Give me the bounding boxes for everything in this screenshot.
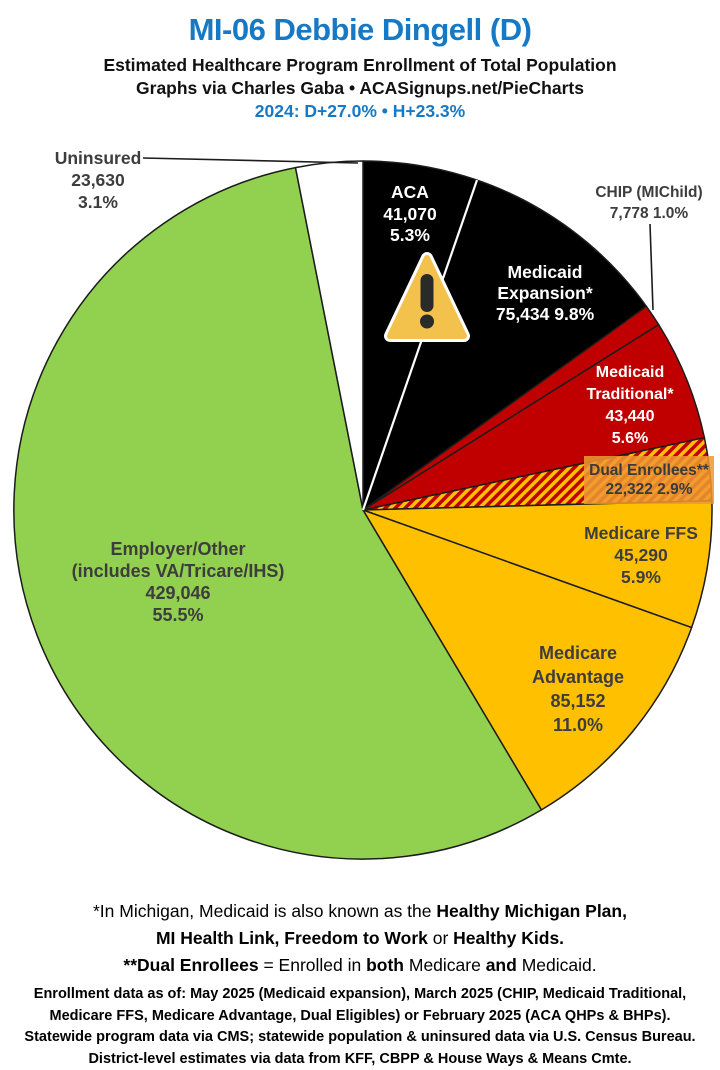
pie-slice-medicaid-expansion <box>362 179 648 511</box>
footnote-text-segment: Healthy Kids. <box>453 928 565 948</box>
footnote-text-segment: Medicare <box>404 955 486 975</box>
footnote-data-sources: Enrollment data as of: May 2025 (Medicai… <box>0 984 720 1070</box>
footnote-line: Statewide program data via CMS; statewid… <box>24 1029 696 1045</box>
footnote-line: Enrollment data as of: May 2025 (Medicai… <box>33 986 687 1002</box>
footnote-medicaid-names: *In Michigan, Medicaid is also known as … <box>0 898 720 979</box>
footnote-line: Medicare FFS, Medicare Advantage, Dual E… <box>49 1007 671 1024</box>
pie-slice-medicare-advantage <box>362 509 693 811</box>
footnote-line: **Dual Enrollees = Enrolled in both Medi… <box>0 952 720 979</box>
subtitle-partisan-lean: 2024: D+27.0% • H+23.3% <box>254 101 466 121</box>
slice-divider-line <box>361 179 479 511</box>
footnote-text-segment: Medicaid. <box>516 955 597 975</box>
footnote-line: MI Health Link, Freedom to Work or Healt… <box>0 925 720 952</box>
chip-leader-line <box>649 223 654 311</box>
footnote-text-segment: *In Michigan, Medicaid is also known as … <box>93 901 437 921</box>
warning-triangle-icon <box>384 252 470 342</box>
uninsured-leader-line <box>142 157 359 164</box>
footnote-line: *In Michigan, Medicaid is also known as … <box>0 898 720 925</box>
pie-slice-employer-other <box>13 166 543 860</box>
footnote-text-segment: Healthy Michigan Plan, <box>436 901 627 921</box>
subtitle-enrollment: Estimated Healthcare Program Enrollment … <box>103 55 617 75</box>
pie-slices <box>13 160 713 860</box>
footnote-text-segment: = Enrolled in <box>258 955 367 975</box>
page-title: MI-06 Debbie Dingell (D) <box>188 12 532 47</box>
footnote-text-segment: MI Health Link, Freedom to Work <box>155 928 428 948</box>
header: MI-06 Debbie Dingell (D) Estimated Healt… <box>0 0 720 123</box>
footnote-line: District-level estimates via data from K… <box>88 1050 632 1067</box>
footnote-text-segment: **Dual Enrollees <box>123 955 259 975</box>
footnote-text-segment: or <box>427 928 454 948</box>
subtitle-credit: Graphs via Charles Gaba • ACASignups.net… <box>136 78 584 98</box>
footnote-text-segment: and <box>485 955 517 975</box>
footnote-text-segment: both <box>366 955 404 975</box>
